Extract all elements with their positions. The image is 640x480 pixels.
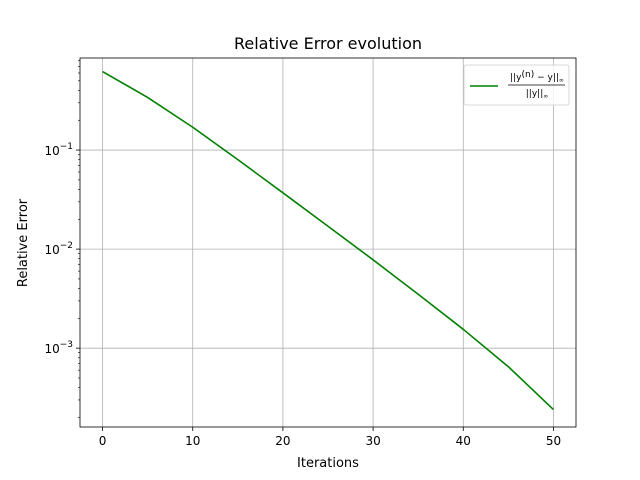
legend-numerator: ||y(n) − y||∞ — [510, 70, 564, 84]
plot-frame — [79, 57, 577, 428]
plot-lines — [102, 70, 555, 411]
x-axis-label: Iterations — [297, 456, 359, 471]
grid — [80, 58, 576, 427]
axis-ticks: 0 10 20 30 40 50 10−1 10−2 10−3 — [44, 60, 561, 448]
x-tick-label: 10 — [185, 434, 200, 448]
y-tick-label: 10−3 — [44, 340, 73, 356]
x-tick-label: 0 — [99, 434, 107, 448]
x-tick-label: 30 — [365, 434, 380, 448]
x-tick-label: 20 — [275, 434, 290, 448]
chart-title: Relative Error evolution — [234, 34, 422, 53]
y-axis-label: Relative Error — [16, 198, 31, 287]
y-tick-label: 10−1 — [44, 142, 73, 158]
legend: ||y(n) − y||∞ ||y||∞ — [463, 64, 570, 106]
y-tick-label: 10−2 — [44, 241, 73, 257]
x-tick-label: 40 — [456, 434, 471, 448]
legend-denominator: ||y||∞ — [526, 89, 548, 100]
x-tick-label: 50 — [546, 434, 561, 448]
series-line — [102, 70, 555, 411]
